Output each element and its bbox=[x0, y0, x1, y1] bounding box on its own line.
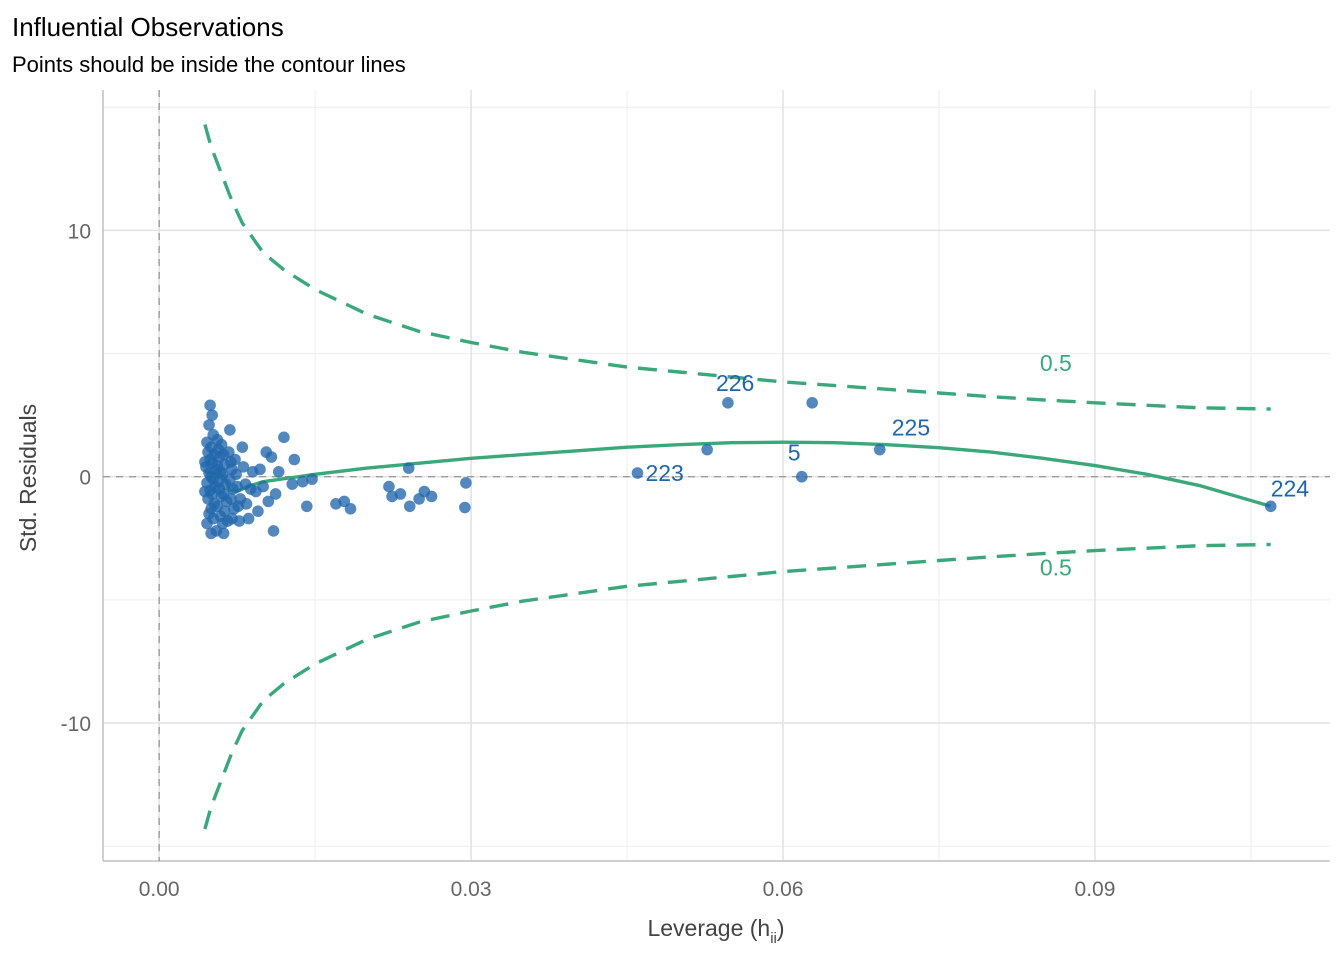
data-point bbox=[204, 399, 216, 412]
data-point bbox=[254, 463, 266, 476]
data-point bbox=[257, 480, 269, 493]
data-point bbox=[806, 397, 818, 409]
data-point bbox=[225, 493, 237, 505]
y-axis-title: Std. Residuals bbox=[15, 404, 41, 552]
data-point bbox=[288, 453, 301, 466]
x-tick-label: 0.00 bbox=[139, 878, 180, 901]
data-points bbox=[199, 397, 1277, 540]
point-label: 224 bbox=[1271, 475, 1310, 501]
contour-line-lower bbox=[203, 542, 1271, 830]
data-point bbox=[218, 505, 231, 518]
x-axis-title-text: Leverage (h bbox=[647, 915, 770, 941]
data-point bbox=[230, 468, 242, 481]
data-point bbox=[267, 525, 280, 537]
data-point bbox=[201, 517, 213, 530]
data-point bbox=[383, 480, 395, 493]
contour-label: 0.5 bbox=[1040, 350, 1072, 376]
data-point bbox=[286, 478, 299, 490]
smooth-line bbox=[204, 440, 1272, 508]
data-point bbox=[240, 498, 253, 510]
x-tick-label: 0.06 bbox=[763, 878, 804, 901]
data-point bbox=[722, 397, 734, 409]
contour-line-upper bbox=[203, 124, 1271, 411]
data-point bbox=[795, 470, 808, 483]
data-point bbox=[229, 453, 241, 466]
data-point bbox=[199, 485, 211, 498]
point-label: 5 bbox=[788, 440, 801, 466]
point-label: 226 bbox=[716, 370, 754, 396]
contour-label: 0.5 bbox=[1040, 554, 1072, 580]
data-point bbox=[203, 419, 215, 431]
x-axis-title-close: ) bbox=[777, 915, 785, 941]
y-tick-label: 0 bbox=[79, 467, 91, 490]
data-point bbox=[265, 451, 278, 463]
data-point bbox=[425, 490, 438, 503]
x-tick-label: 0.03 bbox=[451, 878, 492, 901]
data-point bbox=[344, 502, 357, 515]
data-point bbox=[306, 473, 318, 485]
data-point bbox=[224, 424, 236, 436]
axis-ticks: 0.00 0.03 0.06 0.09 -10 0 10 bbox=[61, 220, 1116, 901]
data-point bbox=[215, 438, 228, 451]
point-label: 223 bbox=[645, 460, 683, 486]
data-point bbox=[631, 467, 644, 479]
data-point bbox=[199, 456, 211, 468]
y-tick-label: -10 bbox=[61, 713, 91, 736]
y-tick-label: 10 bbox=[68, 220, 91, 243]
data-point bbox=[278, 431, 290, 444]
data-point bbox=[262, 495, 275, 508]
x-tick-label: 0.09 bbox=[1075, 878, 1116, 901]
data-point bbox=[403, 500, 416, 513]
data-point bbox=[237, 461, 250, 473]
data-point bbox=[272, 466, 285, 478]
data-point bbox=[233, 515, 246, 527]
reference-lines bbox=[103, 90, 1330, 861]
data-point bbox=[873, 443, 886, 456]
data-point bbox=[236, 441, 249, 453]
data-point bbox=[252, 505, 264, 518]
data-point bbox=[459, 501, 471, 514]
data-point bbox=[206, 409, 218, 421]
data-point bbox=[1264, 500, 1277, 513]
chart-title: Influential Observations bbox=[12, 12, 284, 42]
smooth-line-path bbox=[204, 440, 1272, 508]
data-point bbox=[701, 443, 713, 456]
data-point bbox=[242, 512, 255, 525]
data-point bbox=[269, 488, 282, 500]
data-point bbox=[301, 500, 313, 513]
point-label: 225 bbox=[892, 415, 930, 441]
point-labels: 226 5 225 223 224 0.5 0.5 bbox=[645, 350, 1309, 580]
x-axis-title: Leverage (hii) bbox=[647, 915, 784, 947]
data-point bbox=[394, 488, 407, 500]
data-point bbox=[402, 462, 415, 474]
data-point bbox=[296, 475, 309, 488]
data-point bbox=[217, 527, 230, 540]
chart-subtitle: Points should be inside the contour line… bbox=[12, 52, 406, 77]
x-axis-title-subscript: ii bbox=[770, 930, 777, 947]
data-point bbox=[460, 477, 472, 489]
